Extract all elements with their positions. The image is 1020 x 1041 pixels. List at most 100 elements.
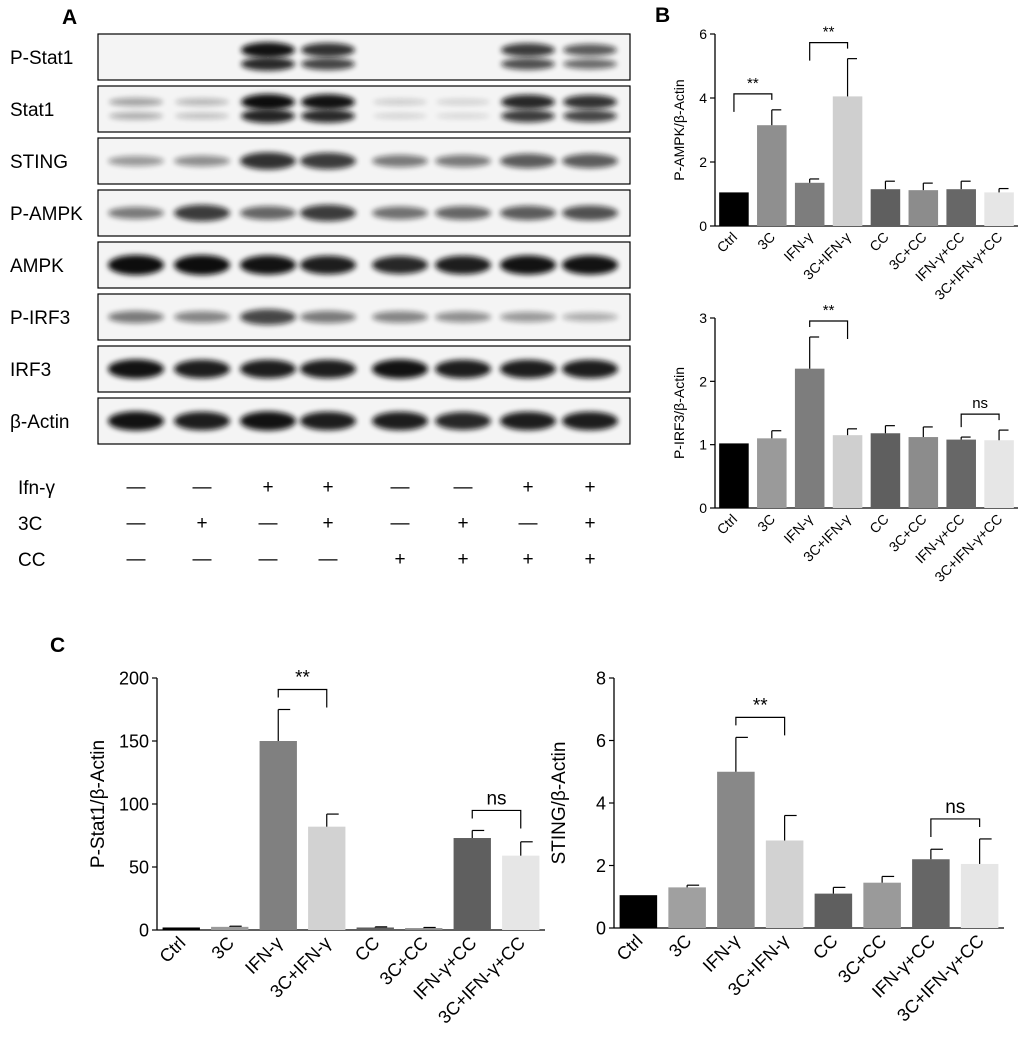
blot-band-p-stat1-upper-8: [563, 44, 617, 56]
blot-band-sting-2: [174, 155, 230, 167]
blot-band-ampk-8: [562, 255, 618, 275]
p-stat1-bar-3c-ifn-cc: [502, 855, 540, 930]
p-ampk-bar-3c-cc: [908, 190, 939, 226]
sting-y-tick-label-2: 2: [596, 856, 606, 876]
sting-y-tick-label-6: 6: [596, 731, 606, 751]
p-irf3-significance-label-2: ns: [972, 395, 988, 412]
blot-band-stat1-upper-3: [241, 94, 295, 110]
p-stat1-significance-bracket-2: [471, 809, 522, 829]
p-stat1-y-tick-label-150: 150: [119, 731, 149, 751]
blot-band-ampk-5: [372, 256, 428, 274]
condition-mark-cc-2: —: [193, 549, 212, 570]
blot-band-stat1-lower-7: [501, 109, 555, 123]
blot-band-actin-8: [562, 411, 618, 431]
p-ampk-significance-label-1: **: [747, 75, 759, 92]
p-irf3-significance-bracket-2: [960, 413, 1000, 428]
p-stat1-category-label-ctrl: Ctrl: [156, 933, 190, 967]
panel-b-letter: B: [655, 4, 670, 27]
p-stat1-y-tick-label-0: 0: [139, 920, 149, 940]
blot-band-ampk-3: [240, 255, 296, 275]
blot-band-irf3-6: [435, 359, 491, 379]
condition-mark-ifn-1: —: [127, 477, 146, 498]
blot-band-ampk-6: [435, 255, 491, 275]
blot-band-p-stat1-lower-3: [241, 57, 295, 71]
condition-mark-cc-5: +: [394, 549, 405, 570]
treatment-conditions-table: Ifn-γ — — + + — — + +3C — + — + — + — + CC — — — — + + + +: [18, 477, 596, 571]
blot-band-stat1-upper-8: [563, 95, 617, 109]
condition-mark-ifn-8: +: [584, 477, 595, 498]
sting-category-label-cc: CC: [809, 931, 842, 964]
p-ampk-category-label-ctrl: Ctrl: [714, 229, 741, 256]
blot-band-p-irf3-2: [174, 311, 230, 323]
blot-band-p-stat1-lower-4: [301, 57, 355, 71]
p-stat1-bar-chart: 0 50 100 150 200 P-Stat1/β-Actin Ctrl 3C IFN-γ 3C…: [88, 668, 545, 1027]
condition-mark-cc-4: —: [319, 549, 338, 570]
condition-label-cc: CC: [18, 550, 45, 571]
condition-mark-ifn-3: +: [262, 477, 273, 498]
p-stat1-bar-3c-ifn: [308, 826, 346, 930]
p-ampk-bar-3c-ifn-cc: [984, 192, 1014, 226]
p-stat1-category-label-ifn: IFN-γ: [241, 933, 286, 978]
condition-mark-cc-8: +: [584, 549, 595, 570]
condition-mark-cc-1: —: [127, 549, 146, 570]
western-blot-panel: P-Stat1 Stat1 STING P-AMPK AMPK P-IRF3 IRF3 β-A…: [10, 33, 631, 445]
sting-bar-cc: [814, 893, 853, 928]
blot-band-sting-3: [240, 152, 296, 170]
p-ampk-y-tick-label-2: 2: [699, 154, 707, 170]
condition-mark-cc-3: —: [259, 549, 278, 570]
blot-band-p-irf3-6: [435, 311, 491, 323]
sting-significance-bracket-1: [735, 716, 786, 736]
p-ampk-significance-bracket-2: [809, 42, 849, 61]
condition-label-ifn: Ifn-γ: [18, 478, 55, 499]
blot-label-ampk: AMPK: [10, 256, 64, 277]
p-stat1-significance-label-2: ns: [486, 788, 506, 809]
blot-label-sting: STING: [10, 152, 68, 173]
p-stat1-bar-3c: [211, 926, 249, 930]
sting-bar-3c-ifn-cc: [960, 863, 999, 928]
p-irf3-bar-cc: [870, 433, 901, 508]
p-irf3-bar-3c: [757, 438, 787, 508]
sting-category-label-3c-ifn-cc: 3C+IFN-γ+CC: [893, 931, 988, 1026]
p-irf3-bar-3c-cc: [908, 437, 939, 508]
blot-band-sting-7: [500, 153, 556, 169]
blot-band-p-ampk-3: [240, 206, 296, 220]
condition-mark-3c-1: —: [127, 513, 146, 534]
condition-mark-ifn-7: +: [522, 477, 533, 498]
p-irf3-y-tick-label-1: 1: [699, 437, 707, 453]
p-ampk-category-label-3c: 3C: [754, 229, 778, 253]
blot-band-ampk-4: [300, 255, 356, 275]
p-irf3-category-label-ifn: IFN-γ: [780, 511, 816, 547]
blot-band-p-stat1-upper-7: [501, 43, 555, 57]
blot-band-p-irf3-8: [562, 312, 618, 322]
sting-category-label-3c: 3C: [665, 931, 695, 961]
blot-band-p-irf3-3: [240, 309, 296, 325]
blot-band-actin-3: [240, 411, 296, 431]
blot-band-irf3-3: [240, 359, 296, 379]
blot-strip-p-stat1: [97, 33, 631, 81]
p-stat1-y-tick-label-200: 200: [119, 668, 149, 688]
p-ampk-category-label-ifn: IFN-γ: [780, 229, 816, 265]
blot-label-p-ampk: P-AMPK: [10, 204, 83, 225]
condition-mark-3c-8: +: [584, 513, 595, 534]
blot-band-ampk-7: [500, 255, 556, 275]
blot-band-p-irf3-5: [372, 311, 428, 323]
p-stat1-bar-cc: [356, 927, 394, 930]
blot-band-irf3-8: [562, 359, 618, 379]
p-ampk-bar-cc: [870, 189, 901, 226]
p-stat1-bar-ifn-cc: [453, 838, 491, 930]
blot-band-sting-6: [435, 154, 491, 168]
blot-band-stat1-upper-2: [175, 98, 229, 106]
p-irf3-y-tick-label-0: 0: [699, 500, 707, 516]
blot-band-stat1-lower-6: [436, 113, 490, 119]
condition-mark-ifn-6: —: [454, 477, 473, 498]
blot-band-p-ampk-5: [372, 206, 428, 220]
blot-band-p-ampk-1: [108, 206, 164, 220]
p-stat1-y-axis-title: P-Stat1/β-Actin: [88, 740, 109, 868]
blot-band-p-stat1-lower-8: [563, 58, 617, 70]
condition-mark-ifn-2: —: [193, 477, 212, 498]
condition-mark-3c-6: +: [457, 513, 468, 534]
sting-bar-3c-ifn: [765, 840, 804, 928]
